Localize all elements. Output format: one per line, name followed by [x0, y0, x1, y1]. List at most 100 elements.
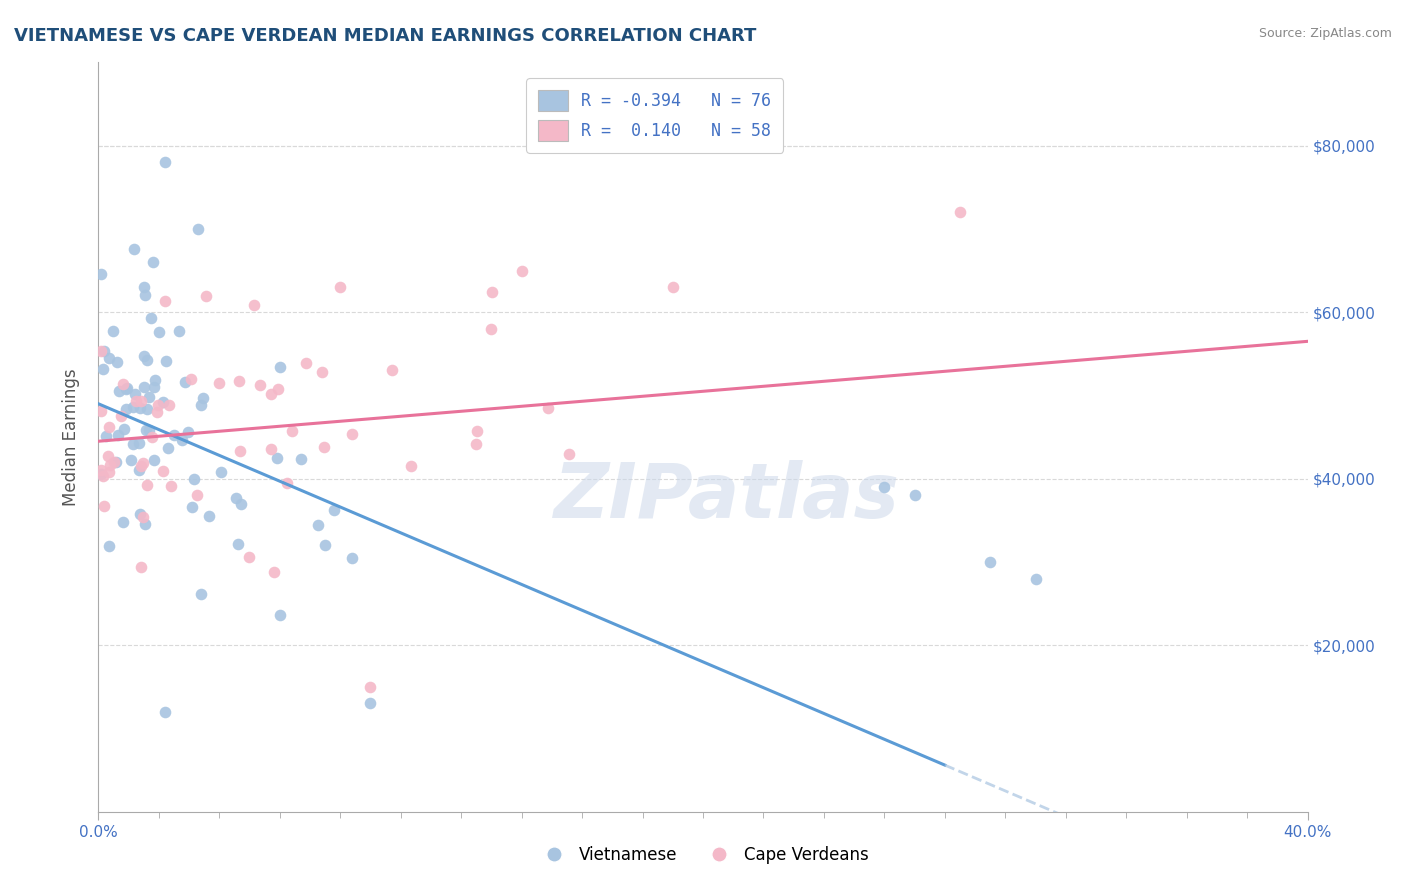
Point [104, 455, 127, 469]
Point [340, 427, 363, 442]
Point [122, 400, 145, 414]
Point [229, 444, 252, 458]
Point [249, 378, 271, 392]
Point [156, 441, 179, 455]
Point [157, 398, 180, 412]
Point [129, 560, 152, 574]
Point [537, 401, 560, 415]
Point [138, 423, 160, 437]
Point [263, 566, 285, 580]
Point [558, 447, 581, 461]
Point [360, 697, 382, 711]
Point [211, 465, 233, 479]
Point [661, 280, 683, 294]
Point [269, 607, 291, 622]
Point [276, 475, 298, 490]
Point [228, 374, 250, 388]
Point [91, 362, 114, 376]
Point [90, 463, 112, 477]
Point [98, 419, 121, 434]
Point [112, 376, 135, 391]
Point [187, 222, 209, 236]
Point [112, 422, 135, 436]
Point [465, 437, 488, 451]
Point [152, 464, 174, 478]
Point [138, 390, 160, 404]
Point [242, 298, 264, 312]
Point [169, 325, 191, 339]
Point [190, 587, 212, 601]
Legend: Vietnamese, Cape Verdeans: Vietnamese, Cape Verdeans [530, 839, 876, 871]
Point [129, 394, 152, 409]
Point [124, 387, 146, 401]
Point [177, 425, 200, 440]
Point [135, 423, 157, 437]
Point [266, 450, 288, 465]
Point [90, 344, 112, 359]
Point [115, 402, 138, 417]
Point [129, 401, 152, 415]
Point [146, 398, 169, 412]
Point [467, 424, 489, 438]
Point [153, 705, 176, 719]
Point [360, 680, 382, 694]
Point [873, 480, 896, 494]
Point [107, 384, 129, 399]
Point [1024, 572, 1046, 586]
Point [128, 435, 150, 450]
Point [143, 452, 166, 467]
Point [307, 517, 329, 532]
Point [98, 458, 121, 473]
Point [115, 381, 138, 395]
Point [340, 551, 363, 566]
Point [129, 459, 152, 474]
Text: Source: ZipAtlas.com: Source: ZipAtlas.com [1258, 27, 1392, 40]
Point [904, 488, 927, 502]
Point [148, 325, 170, 339]
Point [135, 401, 157, 416]
Point [226, 537, 249, 551]
Point [159, 479, 181, 493]
Point [979, 555, 1001, 569]
Point [97, 466, 120, 480]
Point [91, 468, 114, 483]
Point [96, 449, 118, 463]
Point [195, 288, 218, 302]
Point [267, 382, 290, 396]
Point [90, 267, 112, 281]
Point [142, 255, 165, 269]
Point [120, 453, 142, 467]
Point [110, 409, 132, 424]
Point [174, 376, 197, 390]
Point [180, 500, 202, 514]
Point [90, 404, 112, 418]
Text: ZIPatlas: ZIPatlas [554, 460, 900, 534]
Point [238, 549, 260, 564]
Point [260, 386, 283, 401]
Point [510, 263, 533, 277]
Y-axis label: Median Earnings: Median Earnings [62, 368, 80, 506]
Point [103, 324, 125, 338]
Point [136, 352, 159, 367]
Point [90, 467, 112, 482]
Point [141, 430, 163, 444]
Point [281, 424, 304, 438]
Point [98, 351, 121, 366]
Point [153, 155, 176, 169]
Point [401, 458, 423, 473]
Point [290, 452, 312, 467]
Point [134, 516, 156, 531]
Point [132, 349, 155, 363]
Point [131, 509, 153, 524]
Point [115, 382, 138, 396]
Point [124, 393, 146, 408]
Text: VIETNAMESE VS CAPE VERDEAN MEDIAN EARNINGS CORRELATION CHART: VIETNAMESE VS CAPE VERDEAN MEDIAN EARNIN… [14, 27, 756, 45]
Point [152, 395, 174, 409]
Point [132, 280, 155, 294]
Point [98, 539, 121, 553]
Point [295, 356, 318, 370]
Point [314, 538, 336, 552]
Point [259, 442, 281, 457]
Point [193, 391, 215, 405]
Point [93, 499, 115, 513]
